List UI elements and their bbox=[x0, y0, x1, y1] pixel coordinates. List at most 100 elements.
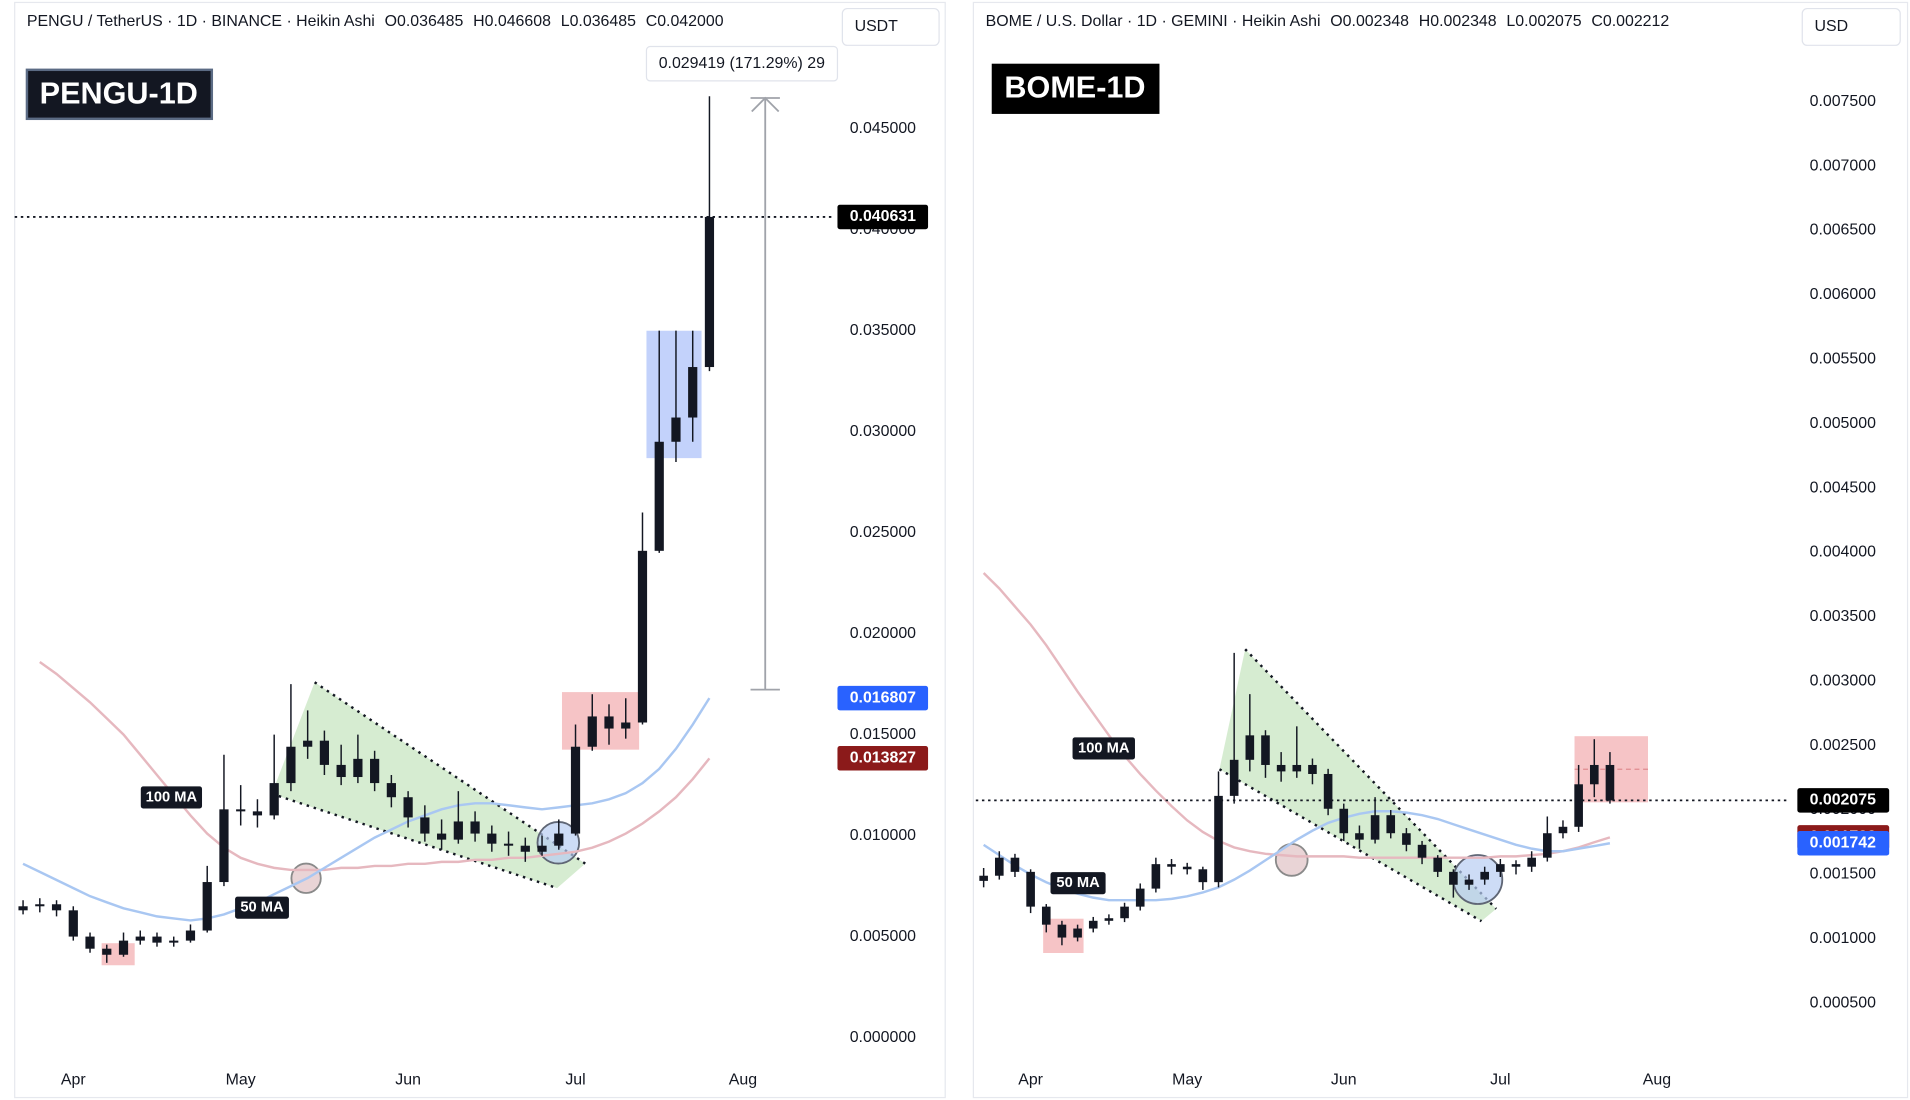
trendline bbox=[313, 681, 586, 865]
currency-button[interactable] bbox=[1801, 7, 1901, 46]
candle-body bbox=[1276, 764, 1286, 772]
candle-body bbox=[1198, 869, 1208, 883]
candle-body bbox=[1527, 857, 1536, 867]
ma-label: 50 MA bbox=[240, 900, 284, 916]
currency-button[interactable] bbox=[841, 7, 940, 46]
candle-body bbox=[1511, 864, 1521, 867]
y-tick-label: 0.045000 bbox=[850, 120, 916, 137]
candle-body bbox=[470, 821, 480, 834]
y-tick-label: 0.035000 bbox=[850, 322, 916, 339]
candle-body bbox=[286, 746, 296, 784]
candle-body bbox=[1417, 844, 1427, 858]
currency[interactable]: USD bbox=[1815, 18, 1849, 35]
header-part: O0.036485 bbox=[385, 13, 464, 30]
header-part: PENGU / TetherUS · 1D · BINANCE · Heikin… bbox=[27, 13, 375, 30]
header-part: L0.002075 bbox=[1506, 13, 1581, 30]
y-tick-label: 0.007000 bbox=[1810, 157, 1876, 174]
candle-body bbox=[169, 940, 179, 943]
price-tag bbox=[837, 685, 929, 711]
candle-body bbox=[1605, 764, 1615, 801]
candle-body bbox=[1574, 784, 1583, 827]
candle-body bbox=[1292, 764, 1302, 772]
candle-body bbox=[1214, 795, 1223, 883]
symbol-header: PENGU / TetherUS · 1D · BINANCE · Heikin… bbox=[27, 13, 724, 30]
candle-body bbox=[420, 817, 430, 834]
ma-line bbox=[39, 660, 711, 872]
y-tick-label: 0.002500 bbox=[1810, 737, 1876, 754]
candle-body bbox=[219, 809, 229, 883]
candle-body bbox=[994, 857, 1004, 876]
candle-body bbox=[1308, 764, 1317, 774]
candle-body bbox=[1073, 928, 1082, 938]
ma-label: 100 MA bbox=[1078, 740, 1130, 756]
candle-body bbox=[604, 716, 614, 729]
candle-body bbox=[1386, 815, 1396, 834]
header-part: H0.002348 bbox=[1419, 13, 1497, 30]
price-tag-label: 0.013827 bbox=[850, 750, 916, 767]
candle-body bbox=[102, 948, 112, 955]
candle-body bbox=[436, 833, 447, 840]
price-tag-label: 0.002075 bbox=[1810, 792, 1876, 809]
x-tick-label: May bbox=[1172, 1072, 1202, 1089]
y-tick-label: 0.006000 bbox=[1810, 286, 1876, 303]
candle-body bbox=[252, 811, 263, 816]
x-tick-label: Jun bbox=[395, 1072, 421, 1089]
candle-body bbox=[979, 875, 988, 881]
price-tag-label: 0.016807 bbox=[850, 689, 916, 706]
marker-circle bbox=[1452, 854, 1504, 905]
chart-title: PENGU-1D bbox=[40, 77, 198, 111]
candle-body bbox=[336, 764, 346, 778]
ma-label: 50 MA bbox=[1056, 875, 1100, 891]
x-tick-label: Aug bbox=[729, 1072, 757, 1089]
y-tick-label: 0.003500 bbox=[1810, 608, 1876, 625]
candle-body bbox=[1558, 826, 1568, 834]
y-tick-label: 0.001000 bbox=[1810, 930, 1876, 947]
candle-body bbox=[1104, 918, 1114, 921]
x-tick-label: Jul bbox=[565, 1072, 585, 1089]
candle-body bbox=[1245, 735, 1255, 760]
price-tag-label: 0.040631 bbox=[850, 208, 916, 225]
panel bbox=[14, 1, 946, 1099]
candle-body bbox=[1261, 735, 1270, 765]
candle-body bbox=[1589, 764, 1599, 785]
y-tick-label: 0.015000 bbox=[850, 726, 916, 743]
y-tick-label: 0.004000 bbox=[1810, 544, 1876, 561]
candle-body bbox=[51, 904, 62, 911]
y-tick-label: 0.003000 bbox=[1810, 672, 1876, 689]
measure-label-box bbox=[645, 45, 839, 82]
header-part: C0.042000 bbox=[646, 13, 724, 30]
header-part: C0.002212 bbox=[1591, 13, 1669, 30]
chart-title: BOME-1D bbox=[1004, 71, 1145, 105]
candle-body bbox=[554, 833, 564, 846]
candle-body bbox=[537, 845, 547, 852]
candle-body bbox=[85, 936, 95, 949]
candle-body bbox=[520, 845, 530, 852]
ma-line bbox=[982, 810, 1611, 902]
candle-body bbox=[688, 367, 698, 418]
y-tick-label: 0.020000 bbox=[850, 625, 916, 642]
marker-circle bbox=[1274, 843, 1309, 877]
ma-line bbox=[22, 697, 711, 922]
candle-body bbox=[637, 550, 648, 723]
candle-body bbox=[303, 740, 313, 747]
price-tag bbox=[1797, 788, 1890, 813]
trendline bbox=[271, 792, 558, 890]
candle-body bbox=[1323, 773, 1333, 809]
wedge bbox=[1219, 649, 1497, 922]
candle-body bbox=[319, 740, 330, 765]
candle-body bbox=[1088, 920, 1098, 929]
candle-body bbox=[18, 906, 28, 911]
ma-label: 100 MA bbox=[146, 789, 198, 805]
x-tick-label: Aug bbox=[1643, 1072, 1671, 1089]
currency[interactable]: USDT bbox=[855, 18, 899, 35]
candle-body bbox=[487, 833, 497, 844]
candle-body bbox=[135, 936, 145, 941]
title-box bbox=[991, 63, 1160, 114]
candle-body bbox=[1433, 857, 1443, 872]
candle-body bbox=[269, 783, 279, 816]
ma-line bbox=[982, 572, 1611, 859]
candle-body bbox=[236, 809, 246, 812]
panel bbox=[972, 1, 1909, 1099]
panels bbox=[14, 1, 1909, 1099]
